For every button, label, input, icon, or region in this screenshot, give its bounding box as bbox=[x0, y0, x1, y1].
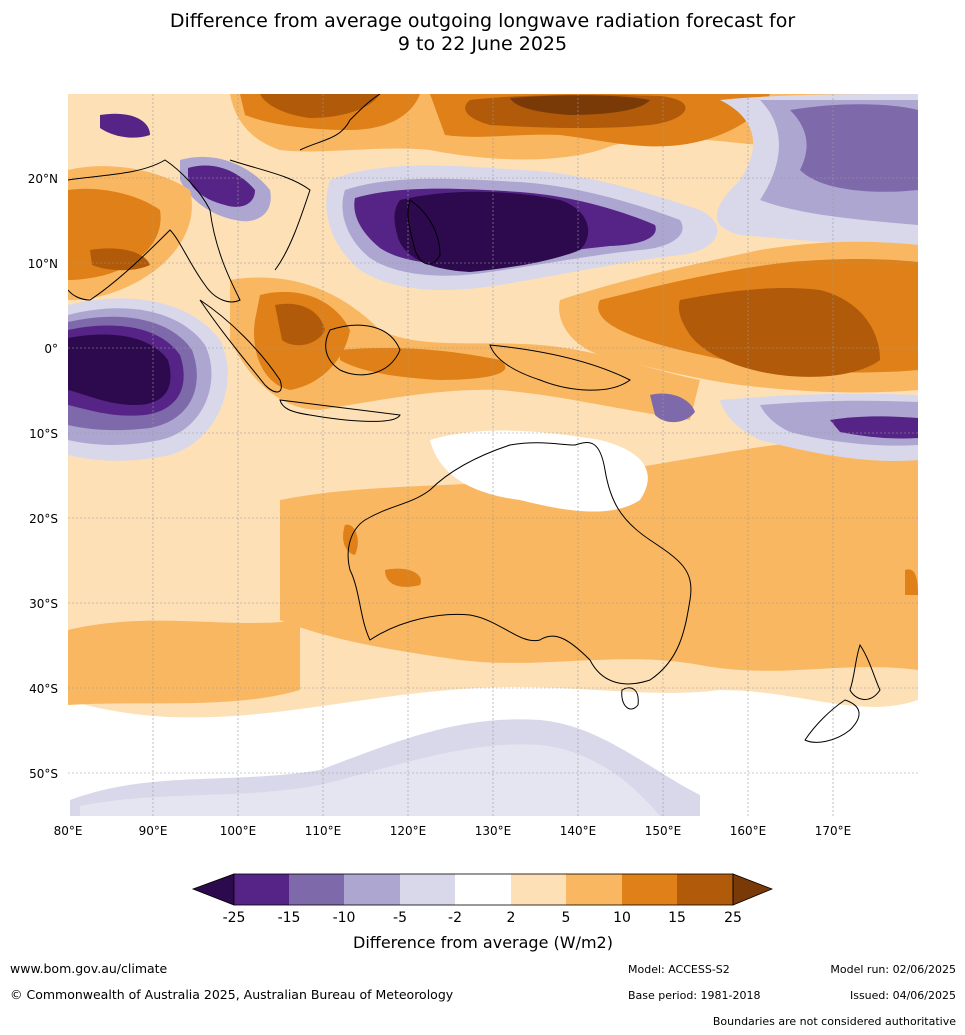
colorbar-tick: -2 bbox=[448, 910, 462, 926]
issued-text: Issued: 04/06/2025 bbox=[849, 989, 956, 1002]
colorbar-segment bbox=[289, 874, 344, 905]
philippines-coast bbox=[407, 199, 441, 265]
lon-label: 100°E bbox=[220, 824, 257, 838]
lon-label: 170°E bbox=[815, 824, 852, 838]
colorbar-segment bbox=[400, 874, 455, 905]
lat-label: 50°S bbox=[29, 767, 58, 781]
colorbar-tick: -5 bbox=[393, 910, 407, 926]
lat-label: 40°S bbox=[29, 682, 58, 696]
anomaly-field bbox=[68, 94, 918, 816]
lon-label: 120°E bbox=[390, 824, 427, 838]
nz-north-coast bbox=[849, 643, 881, 700]
lat-label: 10°S bbox=[29, 427, 58, 441]
lon-label: 150°E bbox=[645, 824, 682, 838]
field-mc-orange bbox=[230, 277, 700, 420]
lat-labels: 20°N 10°N 0° 10°S 20°S 30°S 40°S 50°S bbox=[28, 172, 58, 781]
lat-label: 30°S bbox=[29, 597, 58, 611]
lon-label: 110°E bbox=[305, 824, 342, 838]
sumatra-coast bbox=[199, 299, 282, 393]
title-line-2: 9 to 22 June 2025 bbox=[397, 33, 568, 55]
copyright-text: © Commonwealth of Australia 2025, Austra… bbox=[10, 987, 454, 1002]
field-central-orange bbox=[280, 437, 918, 671]
field-nwaus-white bbox=[430, 430, 648, 512]
australia-coast bbox=[347, 442, 692, 685]
colorbar-label: Difference from average (W/m2) bbox=[353, 933, 613, 952]
field-sw-orange bbox=[68, 620, 300, 705]
lon-label: 160°E bbox=[730, 824, 767, 838]
colorbar-right-arrow bbox=[732, 873, 774, 906]
lat-label: 20°N bbox=[28, 172, 58, 186]
colorbar-segment bbox=[677, 874, 733, 905]
field-south-purple bbox=[70, 719, 700, 816]
colorbar-segment bbox=[455, 874, 511, 905]
coastlines bbox=[68, 94, 881, 743]
base-period-text: Base period: 1981-2018 bbox=[628, 989, 761, 1002]
model-text: Model: ACCESS-S2 bbox=[628, 963, 730, 976]
lat-label: 0° bbox=[44, 342, 58, 356]
colorbar-segment bbox=[234, 874, 289, 905]
website-link[interactable]: www.bom.gov.au/climate bbox=[10, 961, 168, 976]
lat-label: 20°S bbox=[29, 512, 58, 526]
colorbar: -25 -15 -10 -5 -2 2 5 10 15 25 Differenc… bbox=[191, 873, 774, 952]
colorbar-segment bbox=[566, 874, 622, 905]
nz-south-coast bbox=[804, 699, 860, 743]
colorbar-left-arrow bbox=[191, 873, 235, 906]
colorbar-ticks: -25 -15 -10 -5 -2 2 5 10 15 25 bbox=[223, 910, 742, 926]
new-guinea-coast bbox=[489, 344, 631, 391]
asia-coast bbox=[68, 159, 241, 303]
lon-label: 80°E bbox=[54, 824, 83, 838]
borneo-coast bbox=[325, 324, 401, 376]
colorbar-segment bbox=[622, 874, 677, 905]
lat-label: 10°N bbox=[28, 257, 58, 271]
title-line-1: Difference from average outgoing longwav… bbox=[169, 10, 796, 32]
lon-label: 130°E bbox=[475, 824, 512, 838]
colorbar-tick: 5 bbox=[562, 910, 571, 926]
colorbar-tick: 10 bbox=[613, 910, 631, 926]
colorbar-tick: 25 bbox=[724, 910, 742, 926]
chart-title: Difference from average outgoing longwav… bbox=[0, 10, 965, 56]
colorbar-tick: 2 bbox=[507, 910, 516, 926]
colorbar-segment bbox=[344, 874, 400, 905]
model-run-text: Model run: 02/06/2025 bbox=[830, 963, 956, 976]
java-coast bbox=[279, 399, 401, 422]
lon-labels: 80°E 90°E 100°E 110°E 120°E 130°E 140°E … bbox=[54, 824, 852, 838]
colorbar-segment bbox=[511, 874, 566, 905]
colorbar-tick: 15 bbox=[668, 910, 686, 926]
colorbar-tick: -10 bbox=[333, 910, 356, 926]
boundaries-note: Boundaries are not considered authoritat… bbox=[712, 1015, 956, 1028]
lon-label: 140°E bbox=[560, 824, 597, 838]
colorbar-tick: -25 bbox=[223, 910, 246, 926]
lon-label: 90°E bbox=[139, 824, 168, 838]
colorbar-tick: -15 bbox=[278, 910, 301, 926]
